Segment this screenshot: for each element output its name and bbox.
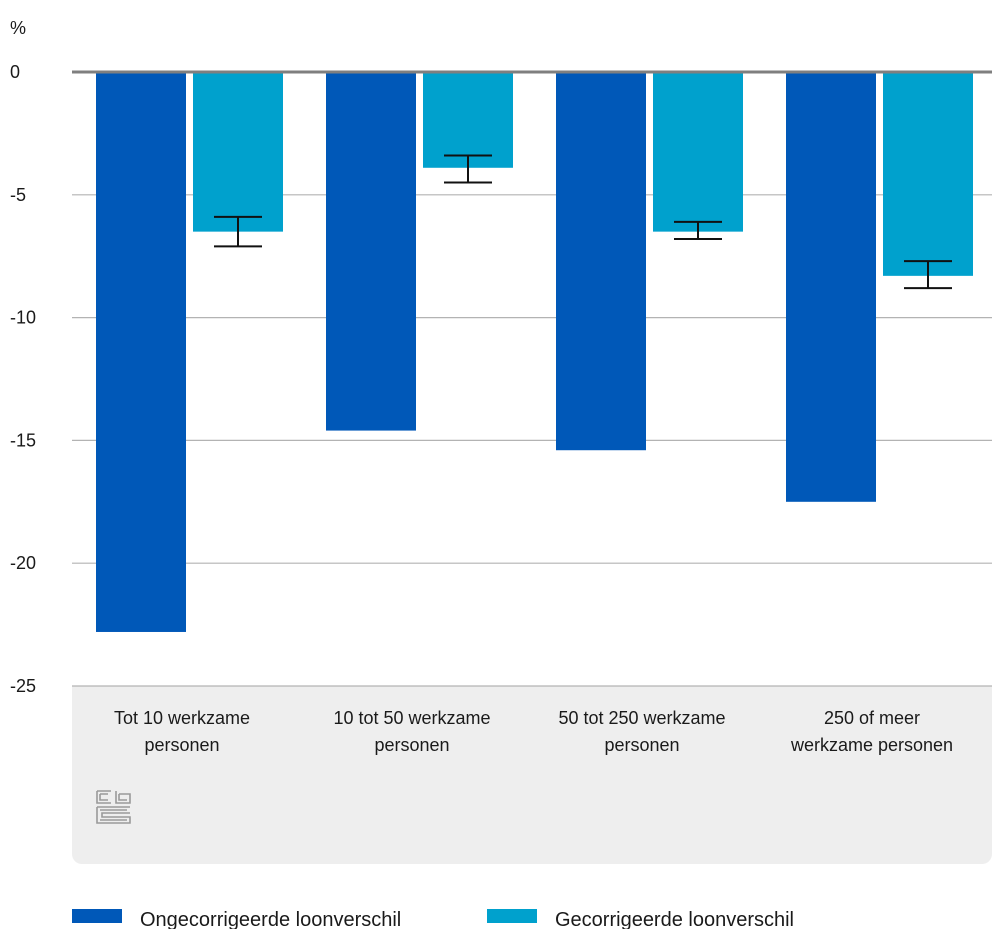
y-tick-labels: 0 -5 -10 -15 -20 -25	[10, 62, 36, 696]
category-axis-panel-top	[72, 686, 992, 706]
bars	[96, 72, 973, 632]
bar	[326, 72, 416, 431]
category-label: personen	[604, 735, 679, 755]
bar	[786, 72, 876, 502]
y-tick-label: 0	[10, 62, 20, 82]
legend-swatch	[72, 909, 122, 923]
bar	[653, 72, 743, 232]
category-label: Tot 10 werkzame	[114, 708, 250, 728]
bar	[883, 72, 973, 276]
y-tick-label: -5	[10, 185, 26, 205]
category-label: 250 of meer	[824, 708, 920, 728]
category-label: werkzame personen	[790, 735, 953, 755]
category-label: 50 tot 250 werkzame	[558, 708, 725, 728]
bar	[96, 72, 186, 632]
bar	[556, 72, 646, 451]
category-label: personen	[144, 735, 219, 755]
cbs-logo-icon	[96, 790, 131, 824]
category-label: 10 tot 50 werkzame	[333, 708, 490, 728]
legend-label: Ongecorrigeerde loonverschil	[140, 909, 401, 929]
y-tick-label: -20	[10, 553, 36, 573]
y-tick-label: -10	[10, 308, 36, 328]
category-label: personen	[374, 735, 449, 755]
y-tick-label: -15	[10, 430, 36, 450]
y-unit-label: %	[10, 18, 26, 38]
y-tick-label: -25	[10, 676, 36, 696]
legend-label: Gecorrigeerde loonverschil	[555, 909, 794, 929]
legend: Ongecorrigeerde loonverschil Gecorrigeerd…	[72, 909, 794, 929]
legend-swatch	[487, 909, 537, 923]
error-bars	[214, 154, 952, 290]
bar	[423, 72, 513, 168]
bar	[193, 72, 283, 232]
category-axis-panel	[72, 686, 992, 864]
category-labels: Tot 10 werkzame personen 10 tot 50 werkzam…	[114, 708, 953, 755]
